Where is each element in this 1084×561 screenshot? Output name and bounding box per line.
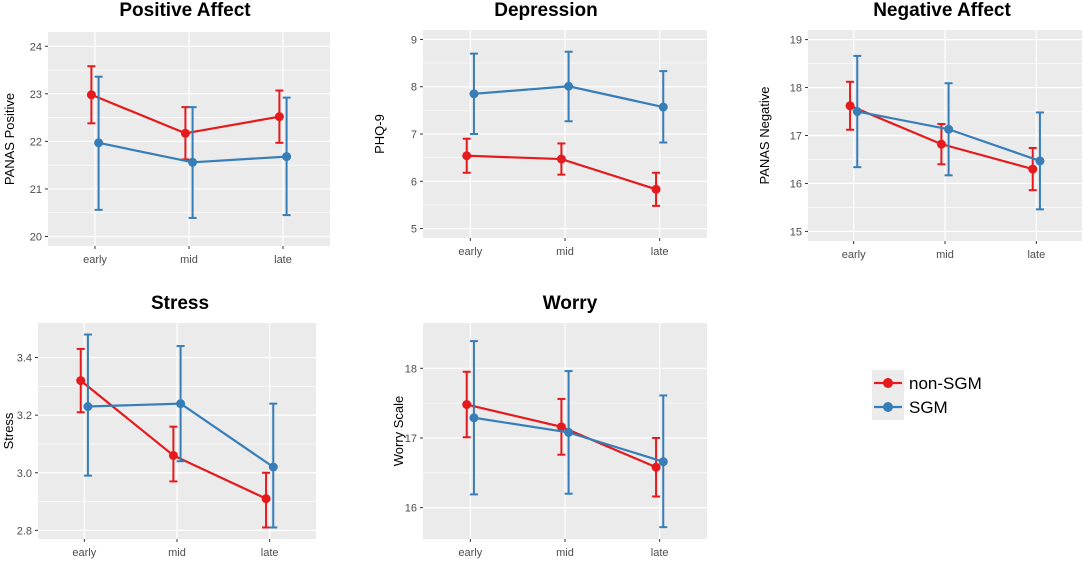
series-sgm <box>94 75 292 219</box>
data-point <box>469 413 479 423</box>
chart-title: Depression <box>494 0 597 21</box>
y-tick-label: 3.4 <box>17 353 32 365</box>
x-tick-label: early <box>458 246 482 258</box>
y-tick-label: 17 <box>790 131 802 143</box>
y-tick-label: 9 <box>411 34 417 46</box>
y-tick-label: 7 <box>411 129 417 141</box>
y-axis-label: PHQ-9 <box>372 114 387 154</box>
x-tick-label: late <box>651 246 669 258</box>
legend: non-SGM SGM <box>872 370 982 420</box>
legend-key-point <box>883 378 893 388</box>
x-tick-label: mid <box>556 547 574 559</box>
data-point <box>462 400 472 410</box>
panel-depression: 5 6 7 8 9 early mid late Depression PHQ-9 <box>372 0 707 258</box>
y-tick-label: 16 <box>405 503 417 515</box>
y-tick-label: 3.2 <box>17 410 32 422</box>
y-axis-label: Worry Scale <box>391 396 406 467</box>
data-point <box>564 81 574 91</box>
series-sgm <box>83 333 278 529</box>
y-axis-label: PANAS Positive <box>2 93 17 185</box>
y-tick-label: 6 <box>411 176 417 188</box>
data-point <box>188 157 198 167</box>
x-tick-label: mid <box>168 547 186 559</box>
data-point <box>282 152 292 162</box>
data-point <box>462 151 472 161</box>
data-point <box>556 154 566 164</box>
y-tick-label: 8 <box>411 82 417 94</box>
data-point <box>852 107 862 117</box>
data-point <box>268 462 278 472</box>
y-axis-label: Stress <box>1 412 16 449</box>
x-tick-label: early <box>72 547 96 559</box>
legend-label: SGM <box>909 398 948 417</box>
y-tick-label: 5 <box>411 224 417 236</box>
data-point <box>658 457 668 467</box>
y-tick-label: 18 <box>790 83 802 95</box>
series-sgm <box>469 50 668 144</box>
x-tick-label: early <box>458 547 482 559</box>
y-tick-label: 3.0 <box>17 468 32 480</box>
panel-worry: 16 17 18 early mid late Worry Worry Scale <box>391 293 707 559</box>
chart-title: Negative Affect <box>873 0 1011 21</box>
series-sgm <box>852 54 1045 211</box>
chart-title: Positive Affect <box>119 0 251 21</box>
panel-stress: 2.8 3.0 3.2 3.4 early mid late Stress Stress <box>1 293 316 559</box>
y-tick-label: 18 <box>405 363 417 375</box>
y-tick-label: 22 <box>30 136 42 148</box>
legend-label: non-SGM <box>909 374 982 393</box>
series-non-sgm <box>845 80 1038 192</box>
data-point <box>1035 156 1045 166</box>
y-tick-label: 23 <box>30 89 42 101</box>
data-point <box>556 422 566 432</box>
x-tick-label: late <box>261 547 279 559</box>
y-tick-label: 19 <box>790 35 802 47</box>
x-tick-label: early <box>842 249 866 261</box>
x-tick-label: late <box>274 254 292 266</box>
panel-positive-affect: 20 21 22 23 24 early mid late Positive Affect PAN… <box>2 0 330 266</box>
y-tick-label: 24 <box>30 41 42 53</box>
data-point <box>944 124 954 134</box>
panel-negative-affect: 15 16 17 18 19 early mid late Negative Affect PAN… <box>757 0 1082 261</box>
x-tick-label: late <box>651 547 669 559</box>
data-point <box>936 139 946 149</box>
y-tick-label: 17 <box>405 433 417 445</box>
series-non-sgm <box>462 370 661 498</box>
data-point <box>86 90 96 100</box>
y-tick-label: 21 <box>30 184 42 196</box>
x-tick-label: early <box>83 254 107 266</box>
data-point <box>651 462 661 472</box>
y-tick-label: 16 <box>790 178 802 190</box>
legend-key-background <box>872 370 904 420</box>
chart-title: Stress <box>151 293 209 314</box>
data-point <box>261 494 271 504</box>
series-non-sgm <box>86 65 284 161</box>
y-tick-label: 2.8 <box>17 525 32 537</box>
series-sgm <box>469 340 668 529</box>
series-non-sgm <box>462 137 661 207</box>
x-tick-label: mid <box>936 249 954 261</box>
data-point <box>651 184 661 194</box>
data-point <box>845 101 855 111</box>
data-point <box>564 427 574 437</box>
data-point <box>83 402 93 412</box>
x-tick-label: mid <box>556 246 574 258</box>
data-point <box>76 376 86 386</box>
data-point <box>658 102 668 112</box>
y-tick-label: 15 <box>790 226 802 238</box>
data-point <box>94 138 104 148</box>
y-axis-label: PANAS Negative <box>757 86 772 184</box>
data-point <box>168 450 178 460</box>
legend-key-point <box>883 402 893 412</box>
chart-title: Worry <box>543 293 598 314</box>
data-point <box>274 112 284 122</box>
data-point <box>469 89 479 99</box>
data-point <box>176 399 186 409</box>
data-point <box>1028 164 1038 174</box>
x-tick-label: mid <box>180 254 198 266</box>
y-tick-label: 20 <box>30 231 42 243</box>
data-point <box>180 128 190 138</box>
x-tick-label: late <box>1027 249 1045 261</box>
